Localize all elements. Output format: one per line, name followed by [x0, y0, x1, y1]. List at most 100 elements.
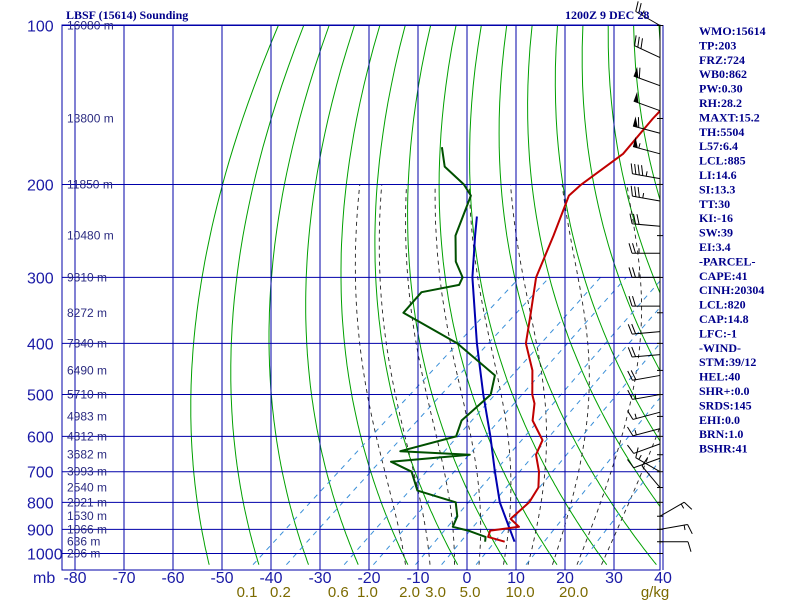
side-item: HEL:40 [699, 370, 740, 384]
mixing-ratio-label: 20.0 [559, 584, 588, 600]
wind-feather [641, 165, 644, 176]
wind-barb [633, 100, 661, 112]
wind-feather [683, 501, 693, 510]
side-item: LFC:-1 [699, 326, 737, 340]
mixing-ratio-line [373, 277, 627, 566]
side-item: PW:0.30 [699, 82, 743, 96]
dry-adiabat [438, 25, 558, 565]
wind-half-feather [645, 171, 648, 177]
height-label: 206 m [67, 547, 100, 561]
side-item: KI:-16 [699, 211, 733, 225]
side-item: LI:14.6 [699, 168, 737, 182]
pressure-tick-label: 900 [27, 522, 54, 539]
temperature-tick-label: -60 [161, 570, 184, 587]
indices-panel: WMO:15614 TP:203 FRZ:724 WB0:862 PW:0.30… [699, 24, 766, 456]
temperature-tick-label: 20 [556, 570, 574, 587]
moist-adiabat [378, 184, 431, 565]
side-item: WB0:862 [699, 67, 747, 81]
wind-barb [632, 146, 661, 155]
temperature-tick-label: 30 [605, 570, 623, 587]
side-item: RH:28.2 [699, 96, 742, 110]
wind-feather [632, 213, 637, 225]
wind-feather [635, 447, 639, 458]
side-item: L57:6.4 [699, 139, 738, 153]
side-item: CAP:14.8 [699, 312, 749, 326]
wind-feather [632, 243, 636, 254]
mixing-ratio-line [475, 342, 660, 566]
wind-feather [628, 243, 633, 254]
dry-adiabat [554, 25, 660, 442]
mixing-ratio-line [252, 277, 520, 566]
temperature-tick-label: 0 [463, 570, 472, 587]
temperature-tick-label: -80 [63, 570, 86, 587]
moist-adiabat [405, 184, 455, 565]
side-item: BSHR:41 [699, 442, 748, 456]
wind-half-feather [641, 10, 645, 16]
wind-feather [630, 185, 633, 197]
wind-barb [659, 523, 688, 530]
wind-feather [641, 457, 649, 467]
wind-feather [632, 267, 636, 278]
wind-barb [635, 11, 661, 26]
side-item: -PARCEL- [699, 254, 755, 268]
temperature-tick-label: 40 [654, 570, 672, 587]
wind-feather [631, 323, 637, 334]
wind-feather [627, 426, 634, 437]
temperature-tick-label: -50 [210, 570, 233, 587]
wind-feather [629, 213, 633, 224]
wind-feather [627, 389, 633, 400]
wind-feather [687, 541, 692, 552]
dewpoint-trace [390, 147, 496, 542]
pressure-tick-label: 600 [27, 429, 54, 446]
wind-barb [632, 374, 661, 381]
side-item: EI:3.4 [699, 240, 731, 254]
dry-adiabat [607, 25, 660, 295]
pressure-tick-label: 300 [27, 270, 54, 287]
height-label: 16080 m [67, 19, 114, 33]
mixing-ratio-label: 3.0 [425, 584, 446, 600]
wind-half-feather [638, 454, 642, 460]
dry-adiabat [581, 25, 660, 372]
wind-barb [632, 354, 661, 358]
moist-adiabat [354, 184, 406, 565]
temperature-tick-label: -30 [308, 570, 331, 587]
dry-adiabats [190, 25, 660, 566]
wind-feather [635, 1, 639, 12]
wind-feather [637, 36, 640, 48]
wind-pennant [633, 66, 639, 78]
side-item: MAXT:15.2 [699, 110, 760, 124]
moist-adiabat [601, 425, 660, 565]
dry-adiabat [340, 25, 409, 565]
wind-feather [638, 67, 641, 79]
wind-feather [634, 35, 637, 46]
wind-feather [631, 346, 637, 357]
pressure-tick-label: 500 [27, 388, 54, 405]
mixing-ratio-label: 0.1 [237, 584, 258, 600]
wind-feather [637, 186, 640, 198]
height-label: 3093 m [67, 465, 107, 479]
height-label: 9310 m [67, 270, 107, 284]
wind-half-feather [642, 192, 645, 199]
height-label: 636 m [67, 535, 100, 549]
moist-adiabat [510, 184, 547, 565]
dry-adiabat [268, 25, 330, 565]
height-label: 4983 m [67, 409, 107, 423]
wind-pennant [632, 116, 638, 128]
side-item: SRDS:145 [699, 398, 752, 412]
mixing-ratio-line [286, 277, 550, 566]
dry-adiabat [305, 25, 359, 565]
moist-adiabat [434, 184, 482, 565]
mixing-ratio-label: 0.6 [328, 584, 349, 600]
temperature-tick-label: -10 [406, 570, 429, 587]
dry-adiabat [407, 25, 508, 565]
moist-adiabat [552, 184, 590, 565]
height-label: 3682 m [67, 448, 107, 462]
temperature-tick-label: -70 [112, 570, 135, 587]
wind-barb [659, 501, 685, 517]
wind-feather [634, 186, 637, 197]
wind-half-feather [680, 503, 685, 509]
mixing-ratio-lines [252, 277, 660, 566]
wind-feather [634, 163, 637, 175]
side-item: SI:13.3 [699, 182, 735, 196]
